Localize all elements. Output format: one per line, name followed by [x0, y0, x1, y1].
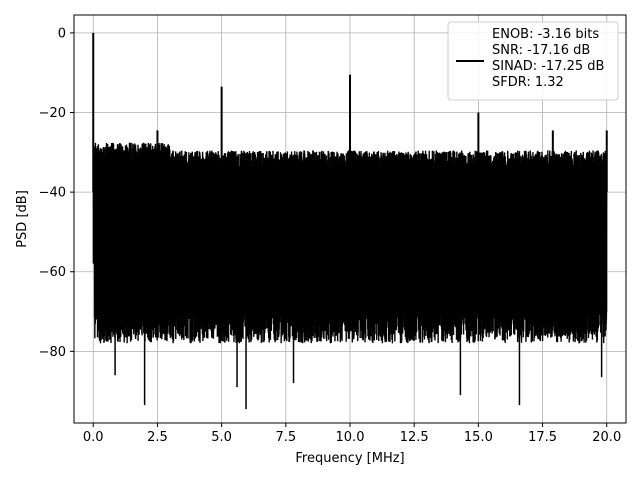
x-tick-label: 10.0 [336, 430, 365, 445]
x-tick-label: 20.0 [592, 430, 621, 445]
x-tick-label: 12.5 [400, 430, 429, 445]
y-tick-label: 0 [58, 26, 66, 41]
y-tick-label: −60 [39, 265, 66, 280]
legend: ENOB: -3.16 bits SNR: -17.16 dB SINAD: -17… [447, 21, 619, 101]
x-tick-label: 5.0 [211, 430, 232, 445]
y-tick-label: −40 [39, 186, 66, 201]
x-axis-ticks: 0.0 2.5 5.0 7.5 10.0 12.5 15.0 17.5 20.0 [83, 423, 621, 445]
y-axis-label: PSD [dB] [15, 190, 30, 248]
plot-area [92, 32, 608, 410]
x-tick-label: 7.5 [275, 430, 296, 445]
x-tick-label: 17.5 [528, 430, 557, 445]
y-tick-label: −20 [39, 106, 66, 121]
y-axis-ticks: 0 −20 −40 −60 −80 [39, 26, 74, 360]
y-tick-label: −80 [39, 345, 66, 360]
x-tick-label: 2.5 [147, 430, 168, 445]
x-axis-label: Frequency [MHz] [295, 451, 404, 466]
legend-label: ENOB: -3.16 bits SNR: -17.16 dB SINAD: -17… [492, 27, 604, 90]
x-tick-label: 0.0 [83, 430, 104, 445]
x-tick-label: 15.0 [464, 430, 493, 445]
legend-box [447, 21, 619, 101]
